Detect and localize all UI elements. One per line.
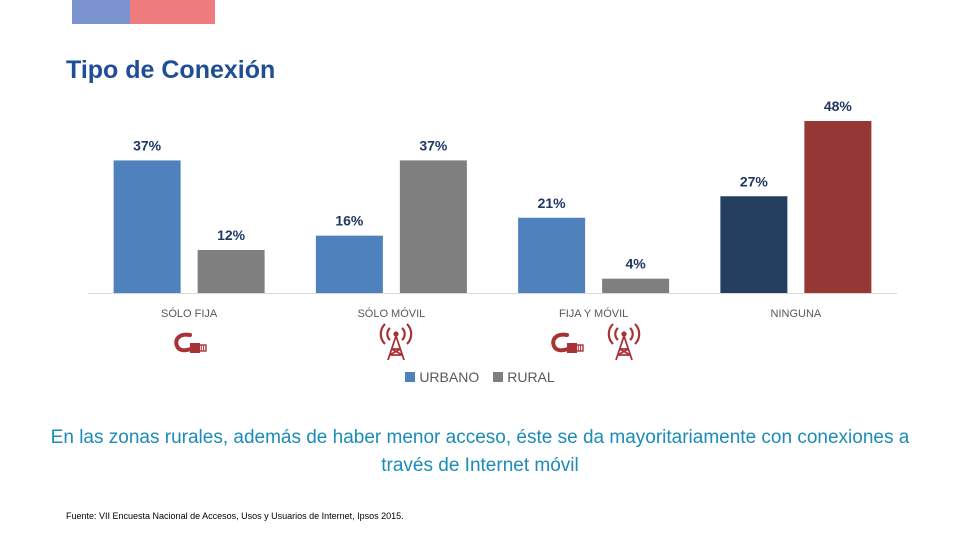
- category-label-3: NINGUNA: [771, 308, 822, 320]
- chart-legend: URBANO RURAL: [0, 369, 960, 385]
- category-label-0: SÓLO FIJA: [161, 307, 218, 320]
- data-label-urbano-1: 16%: [335, 213, 364, 229]
- bar-rural-3: [804, 121, 872, 293]
- header-accent-blue: [72, 0, 130, 24]
- legend-label-rural: RURAL: [507, 369, 555, 385]
- data-label-rural-2: 4%: [626, 256, 647, 272]
- bar-urbano-3: [720, 196, 788, 293]
- legend-item-urbano: URBANO: [405, 369, 479, 385]
- antenna-icon: [607, 323, 641, 361]
- cable-icon: [174, 332, 207, 353]
- data-label-urbano-2: 21%: [538, 195, 567, 211]
- category-label-1: SÓLO MÓVIL: [357, 307, 425, 320]
- data-label-urbano-3: 27%: [740, 173, 769, 189]
- bar-rural-2: [602, 278, 670, 293]
- data-label-urbano-0: 37%: [133, 137, 162, 153]
- category-label-2: FIJA Y MÓVIL: [559, 307, 628, 320]
- cable-icon: [551, 332, 584, 353]
- legend-swatch-urbano: [405, 372, 416, 382]
- bar-urbano-2: [518, 217, 586, 293]
- page-title: Tipo de Conexión: [66, 56, 276, 84]
- data-label-rural-1: 37%: [419, 137, 448, 153]
- bar-rural-1: [399, 160, 467, 293]
- data-label-rural-3: 48%: [824, 98, 853, 114]
- legend-item-rural: RURAL: [493, 369, 555, 385]
- chart-caption: En las zonas rurales, además de haber me…: [50, 427, 910, 476]
- legend-label-urbano: URBANO: [419, 369, 480, 385]
- antenna-icon: [379, 323, 413, 361]
- bar-chart: 37% 12% SÓLO FIJA 16% 37% SÓLO MÓVIL 21% 4% FIJA…: [88, 98, 897, 320]
- source-note: Fuente: VII Encuesta Nacional de Accesos…: [66, 511, 404, 521]
- bar-urbano-0: [113, 160, 181, 293]
- bar-urbano-1: [315, 235, 383, 293]
- legend-swatch-rural: [493, 372, 504, 382]
- bar-rural-0: [197, 250, 265, 293]
- header-accent-red: [130, 0, 215, 24]
- data-label-rural-0: 12%: [217, 227, 246, 243]
